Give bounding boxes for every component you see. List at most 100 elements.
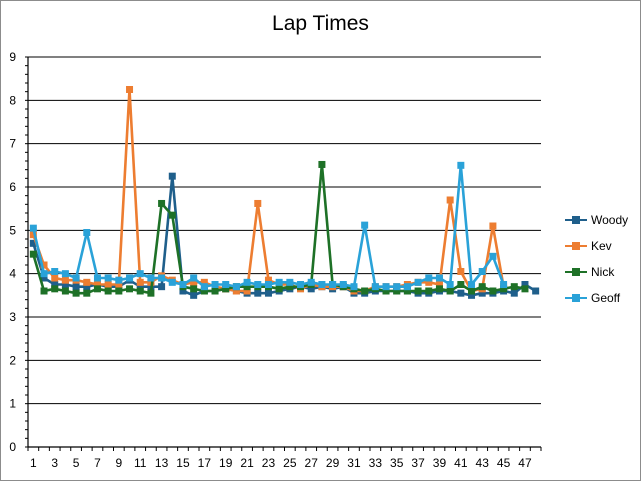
data-point-nick — [446, 287, 454, 295]
data-point-nick — [275, 285, 283, 293]
data-point-geoff — [500, 281, 508, 288]
y-tick-label: 9 — [9, 50, 16, 64]
data-point-geoff — [339, 281, 347, 288]
x-tick-label: 45 — [497, 456, 511, 470]
data-point-nick — [521, 285, 529, 293]
data-point-kev — [243, 287, 251, 295]
data-point-geoff — [168, 278, 176, 286]
y-tick-label: 0 — [9, 440, 16, 454]
data-point-geoff — [243, 278, 251, 286]
data-point-woody — [168, 172, 176, 180]
data-point-nick — [211, 287, 219, 295]
legend: Woody Kev Nick Geoff — [565, 213, 635, 317]
data-point-kev — [93, 281, 101, 288]
data-point-woody — [510, 289, 518, 297]
x-tick-label: 5 — [73, 456, 80, 470]
data-point-geoff — [147, 274, 155, 282]
legend-item-nick: Nick — [565, 265, 635, 291]
data-point-nick — [393, 287, 401, 295]
x-tick-label: 3 — [51, 456, 58, 470]
data-point-geoff — [158, 274, 166, 282]
data-point-woody — [457, 289, 465, 297]
x-tick-label: 19 — [219, 456, 233, 470]
data-point-geoff — [115, 276, 123, 284]
data-point-nick — [243, 283, 251, 291]
data-point-kev — [115, 281, 123, 288]
data-point-geoff — [190, 274, 198, 282]
data-point-woody — [158, 283, 166, 291]
data-point-geoff — [382, 283, 390, 291]
data-point-kev — [190, 278, 198, 286]
data-point-geoff — [307, 278, 315, 286]
data-point-kev — [489, 222, 497, 230]
data-point-geoff — [93, 274, 101, 282]
data-point-nick — [200, 287, 208, 295]
data-point-geoff — [104, 274, 112, 282]
data-point-woody — [532, 287, 540, 295]
x-tick-label: 21 — [240, 456, 254, 470]
data-point-geoff — [361, 221, 369, 229]
data-point-woody — [83, 283, 91, 291]
data-point-geoff — [435, 274, 443, 282]
data-point-geoff — [61, 270, 69, 278]
data-point-geoff — [297, 281, 305, 288]
data-point-nick — [126, 285, 134, 293]
data-point-woody — [521, 281, 529, 288]
data-point-kev — [254, 199, 262, 207]
data-point-geoff — [232, 283, 240, 291]
data-point-woody — [478, 289, 486, 297]
data-point-kev — [126, 86, 134, 93]
data-point-geoff — [329, 281, 337, 288]
data-point-nick — [51, 285, 59, 293]
y-tick-label: 5 — [9, 223, 16, 237]
data-point-nick — [72, 289, 80, 297]
x-tick-label: 9 — [116, 456, 123, 470]
x-tick-label: 27 — [305, 456, 319, 470]
data-point-geoff — [446, 281, 454, 288]
data-point-nick — [190, 285, 198, 293]
data-point-woody — [40, 274, 48, 282]
x-tick-label: 1 — [30, 456, 37, 470]
data-point-nick — [83, 289, 91, 297]
data-point-geoff — [83, 229, 91, 236]
data-point-kev — [425, 278, 433, 286]
data-point-kev — [29, 231, 37, 239]
data-point-nick — [510, 283, 518, 291]
x-tick-label: 15 — [176, 456, 190, 470]
data-point-nick — [40, 287, 48, 295]
data-point-geoff — [414, 278, 422, 286]
data-point-geoff — [254, 281, 262, 288]
data-point-nick — [29, 250, 37, 258]
data-point-kev — [104, 281, 112, 288]
x-tick-label: 47 — [518, 456, 532, 470]
data-point-geoff — [371, 283, 379, 291]
data-point-kev — [136, 278, 144, 286]
data-point-geoff — [222, 281, 230, 288]
data-point-geoff — [126, 274, 134, 282]
data-point-geoff — [489, 252, 497, 260]
data-point-geoff — [51, 268, 59, 275]
data-point-kev — [51, 274, 59, 282]
x-tick-label: 17 — [198, 456, 212, 470]
data-point-nick — [425, 287, 433, 295]
data-point-nick — [435, 285, 443, 293]
y-tick-label: 1 — [9, 397, 16, 411]
data-point-nick — [158, 199, 166, 207]
data-point-nick — [104, 287, 112, 295]
data-point-kev — [264, 276, 272, 284]
data-point-geoff — [72, 274, 80, 282]
data-point-woody — [72, 283, 80, 291]
series-line-geoff — [32, 164, 505, 288]
data-point-woody — [179, 287, 187, 295]
data-point-nick — [382, 287, 390, 295]
data-point-nick — [93, 285, 101, 293]
x-tick-label: 29 — [326, 456, 340, 470]
y-tick-label: 3 — [9, 310, 16, 324]
data-point-nick — [318, 160, 326, 168]
data-point-geoff — [179, 281, 187, 288]
data-point-nick — [403, 287, 411, 295]
data-point-nick — [468, 287, 476, 295]
data-point-woody — [468, 291, 476, 299]
